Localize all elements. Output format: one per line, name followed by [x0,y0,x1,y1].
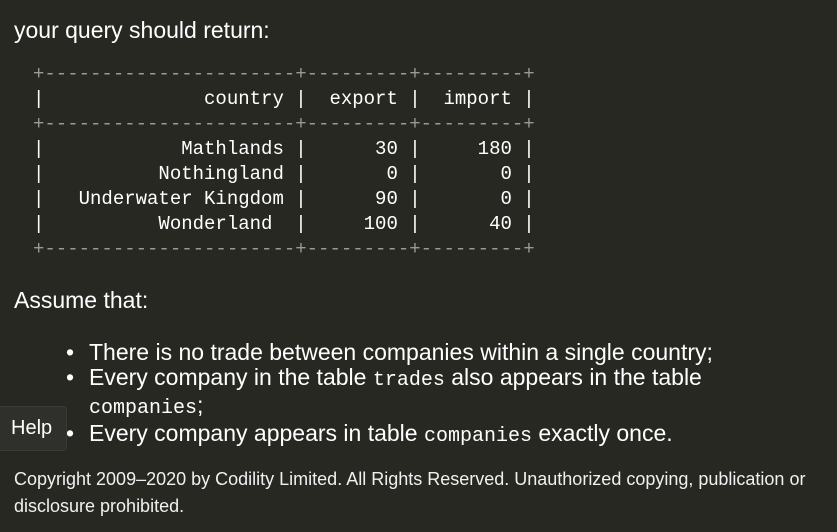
table-border-top: +----------------------+---------+------… [33,63,535,85]
table-row: | Mathlands | 30 | 180 | [33,138,535,160]
code-companies: companies [89,397,198,420]
list-item: • Every company in the table trades also… [66,365,713,421]
assume-heading: Assume that: [14,287,149,313]
bullet-icon: • [66,420,75,446]
list-item-text: There is no trade between companies with… [89,339,713,365]
list-item: • Every company appears in table compani… [66,421,713,449]
bullet-icon: • [66,364,75,390]
table-header-row: | country | export | import | [33,88,535,110]
code-trades: trades [372,369,445,392]
assumptions-list: • There is no trade between companies wi… [66,340,713,449]
intro-text: your query should return: [14,17,270,43]
list-item-text: ; [197,392,204,418]
result-table: +----------------------+---------+------… [33,62,535,262]
copyright-footer: Copyright 2009–2020 by Codility Limited.… [14,469,806,516]
table-border-bottom: +----------------------+---------+------… [33,238,535,260]
list-item-text: also appears in the table [444,364,702,390]
table-row: | Underwater Kingdom | 90 | 0 | [33,188,535,210]
list-item-text: Every company in the table [89,364,373,390]
table-row: | Wonderland | 100 | 40 | [33,213,535,235]
bullet-icon: • [66,339,75,365]
help-button[interactable]: Help [0,406,67,451]
table-border-mid: +----------------------+---------+------… [33,113,535,135]
table-row: | Nothingland | 0 | 0 | [33,163,535,185]
list-item-text: Every company appears in table [89,420,424,446]
list-item: • There is no trade between companies wi… [66,340,713,365]
list-item-text: exactly once. [532,420,673,446]
code-companies: companies [423,425,532,448]
